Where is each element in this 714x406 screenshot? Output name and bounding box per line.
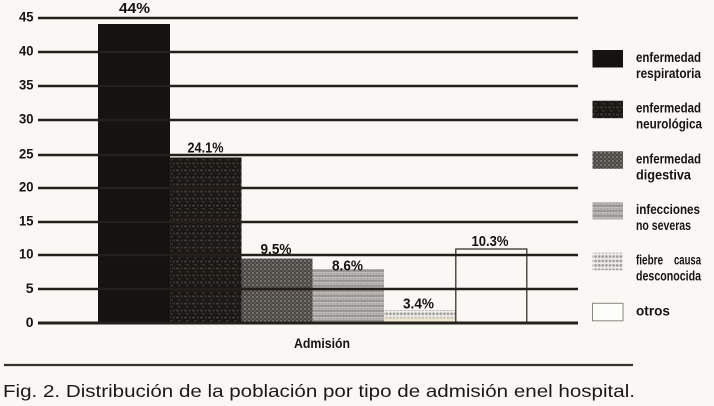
svg-text:enfermedad: enfermedad <box>636 49 701 65</box>
svg-text:10.3%: 10.3% <box>472 233 509 250</box>
svg-text:digestiva: digestiva <box>636 166 691 182</box>
svg-text:30: 30 <box>19 111 34 127</box>
svg-text:neurológica: neurológica <box>636 116 702 132</box>
svg-text:0: 0 <box>26 314 34 330</box>
svg-text:3.4%: 3.4% <box>403 296 434 313</box>
svg-text:35: 35 <box>19 77 34 93</box>
svg-text:5: 5 <box>26 280 34 296</box>
svg-text:44%: 44% <box>119 0 150 17</box>
svg-text:Fig. 2. Distribución de la pob: Fig. 2. Distribución de la población por… <box>3 381 635 401</box>
svg-text:respiratoria: respiratoria <box>636 65 701 81</box>
svg-text:infecciones: infecciones <box>636 201 700 217</box>
svg-text:fiebre: fiebre <box>636 252 663 268</box>
svg-text:causa: causa <box>674 252 701 268</box>
svg-text:24.1%: 24.1% <box>188 140 224 157</box>
svg-text:20: 20 <box>19 179 34 195</box>
svg-text:15: 15 <box>19 213 34 229</box>
svg-text:45: 45 <box>19 9 34 25</box>
svg-text:no severas: no severas <box>636 217 691 233</box>
svg-text:25: 25 <box>19 146 34 162</box>
svg-text:enfermedad: enfermedad <box>636 150 701 166</box>
svg-text:desconocida: desconocida <box>636 268 701 284</box>
svg-text:40: 40 <box>19 43 34 59</box>
svg-text:Admisión: Admisión <box>294 335 350 351</box>
svg-text:9.5%: 9.5% <box>261 241 292 258</box>
svg-text:8.6%: 8.6% <box>332 258 363 275</box>
svg-text:10: 10 <box>19 246 34 262</box>
svg-text:enfermedad: enfermedad <box>636 100 701 116</box>
svg-text:otros: otros <box>636 302 670 318</box>
